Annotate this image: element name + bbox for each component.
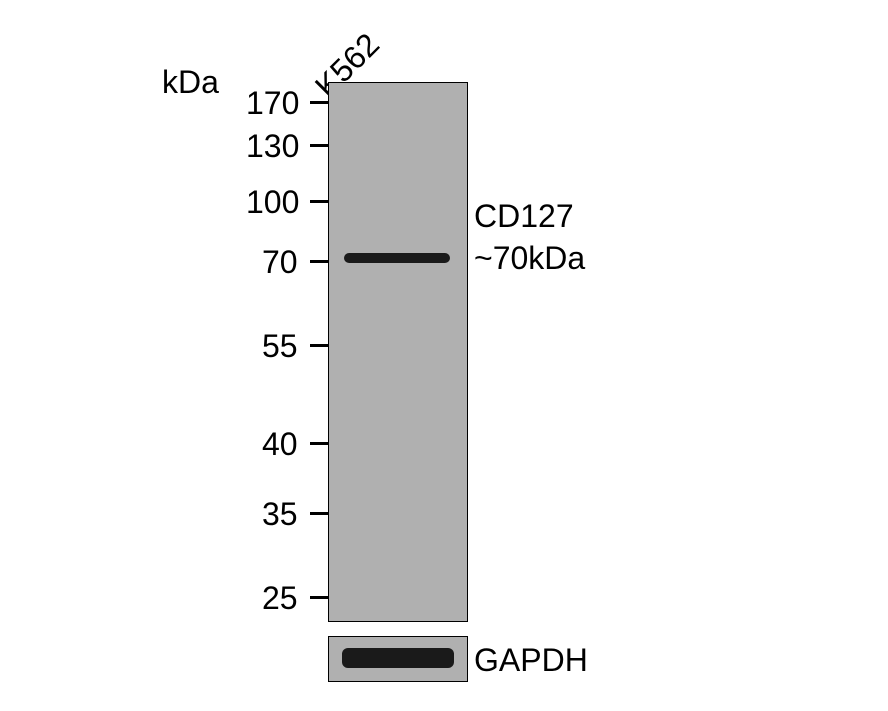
tick-55 <box>310 344 328 347</box>
tick-70 <box>310 260 328 263</box>
marker-130: 130 <box>246 128 299 165</box>
tick-35 <box>310 512 328 515</box>
marker-100: 100 <box>246 184 299 221</box>
tick-40 <box>310 442 328 445</box>
marker-35: 35 <box>262 496 298 533</box>
target-label: CD127 <box>474 198 574 235</box>
band-cd127 <box>344 253 450 263</box>
tick-170 <box>310 101 328 104</box>
marker-25: 25 <box>262 580 298 617</box>
tick-25 <box>310 596 328 599</box>
tick-100 <box>310 200 328 203</box>
marker-170: 170 <box>246 85 299 122</box>
marker-40: 40 <box>262 426 298 463</box>
kda-unit-label: kDa <box>162 64 219 101</box>
western-blot-figure: kDa K562 170 130 100 70 55 40 35 25 CD12… <box>0 0 888 711</box>
main-blot-lane <box>328 82 468 622</box>
target-size-label: ~70kDa <box>474 240 585 277</box>
marker-70: 70 <box>262 244 298 281</box>
marker-55: 55 <box>262 328 298 365</box>
gapdh-label: GAPDH <box>474 642 588 679</box>
band-gapdh <box>342 648 454 668</box>
tick-130 <box>310 144 328 147</box>
